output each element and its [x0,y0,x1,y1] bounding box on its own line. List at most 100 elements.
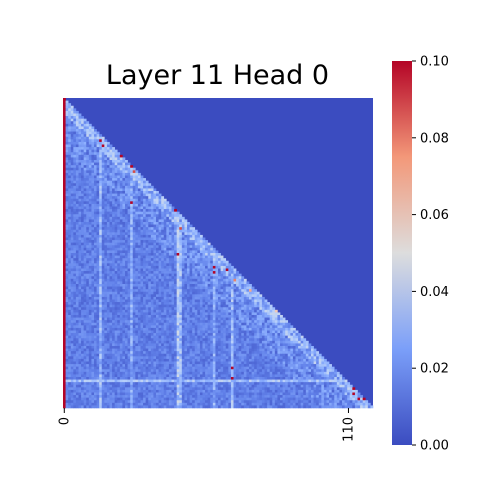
heatmap-cell [150,265,154,269]
heatmap-cell [99,222,103,225]
heatmap-cell [112,172,115,176]
heatmap-cell [75,232,79,236]
heatmap-cell [246,289,250,293]
heatmap-cell [137,193,141,197]
heatmap-cell [184,232,188,236]
heatmap-cell [106,201,110,205]
heatmap-cell [86,152,90,156]
heatmap-cell [112,234,115,238]
heatmap-cell [99,289,103,293]
heatmap-cell [99,242,103,246]
heatmap-cell [99,338,103,342]
heatmap-cell [184,253,188,256]
heatmap-cell [130,317,134,321]
heatmap-cell [233,291,237,295]
heatmap-cell [230,276,234,280]
heatmap-cell [101,353,105,357]
heatmap-cell [218,289,221,293]
heatmap-cell [96,201,100,205]
heatmap-cell [267,346,270,349]
heatmap-cell [86,167,90,171]
heatmap-cell [189,237,193,241]
heatmap-cell [176,222,180,225]
heatmap-cell [184,281,188,285]
heatmap-cell [282,351,286,355]
heatmap-cell [184,299,188,303]
heatmap-cell [75,227,79,231]
heatmap-cell [300,335,304,339]
heatmap-cell [220,325,224,329]
heatmap-cell [88,304,92,308]
heatmap-cell [106,165,110,169]
heatmap-cell [101,291,105,295]
heatmap-cell [150,193,154,197]
heatmap-cell [176,255,180,259]
heatmap-cell [125,198,128,202]
heatmap-cell [119,170,123,174]
heatmap-cell [122,167,126,171]
heatmap-cell [194,315,198,318]
heatmap-cell [241,346,245,349]
heatmap-cell [68,209,72,212]
heatmap-cell [109,229,113,233]
heatmap-cell [161,333,165,336]
heatmap-cell [205,320,208,324]
heatmap-cell [197,240,201,243]
heatmap-cell [197,247,201,251]
heatmap-cell [86,162,90,166]
heatmap-cell [75,312,79,316]
heatmap-cell [106,211,110,215]
heatmap-cell [166,258,170,262]
heatmap-cell [94,335,97,339]
heatmap-cell [230,304,234,308]
heatmap-cell [73,307,77,311]
heatmap-cell [63,268,66,272]
heatmap-cell [75,178,79,181]
heatmap-cell [148,198,152,202]
heatmap-cell [127,309,131,313]
heatmap-cell [158,312,162,316]
heatmap-cell [212,309,216,313]
heatmap-cell [168,232,172,236]
heatmap-cell [96,170,100,174]
heatmap-cell [194,335,198,339]
heatmap-cell [215,302,219,305]
heatmap-cell [70,129,74,132]
heatmap-cell [73,147,77,150]
heatmap-cell [75,250,79,254]
heatmap-cell [197,286,201,290]
heatmap-cell [161,219,165,223]
heatmap-cell [179,232,183,236]
heatmap-cell [230,286,234,290]
heatmap-cell [199,250,203,254]
heatmap-cell [106,333,110,336]
heatmap-cell [117,307,121,311]
heatmap-cell [176,276,180,280]
heatmap-cell [88,126,92,130]
heatmap-cell [166,209,170,212]
heatmap-cell [137,271,141,274]
heatmap-cell [140,224,144,228]
heatmap-cell [96,278,100,282]
heatmap-cell [207,320,211,324]
heatmap-cell [132,281,136,285]
heatmap-cell [156,250,159,254]
heatmap-cell [143,250,146,254]
heatmap-cell [130,325,134,329]
heatmap-cell [168,286,172,290]
heatmap-cell [256,343,260,347]
heatmap-cell [106,141,110,145]
heatmap-cell [83,242,87,246]
heatmap-cell [127,312,131,316]
heatmap-cell [205,346,208,349]
heatmap-cell [68,172,72,176]
heatmap-cell [143,193,146,197]
heatmap-cell [241,338,245,342]
heatmap-cell [179,242,183,246]
heatmap-cell [158,222,162,225]
heatmap-cell [166,317,170,321]
heatmap-cell [179,317,183,321]
heatmap-cell [181,320,185,324]
heatmap-cell [91,154,95,158]
heatmap-cell [140,201,144,205]
